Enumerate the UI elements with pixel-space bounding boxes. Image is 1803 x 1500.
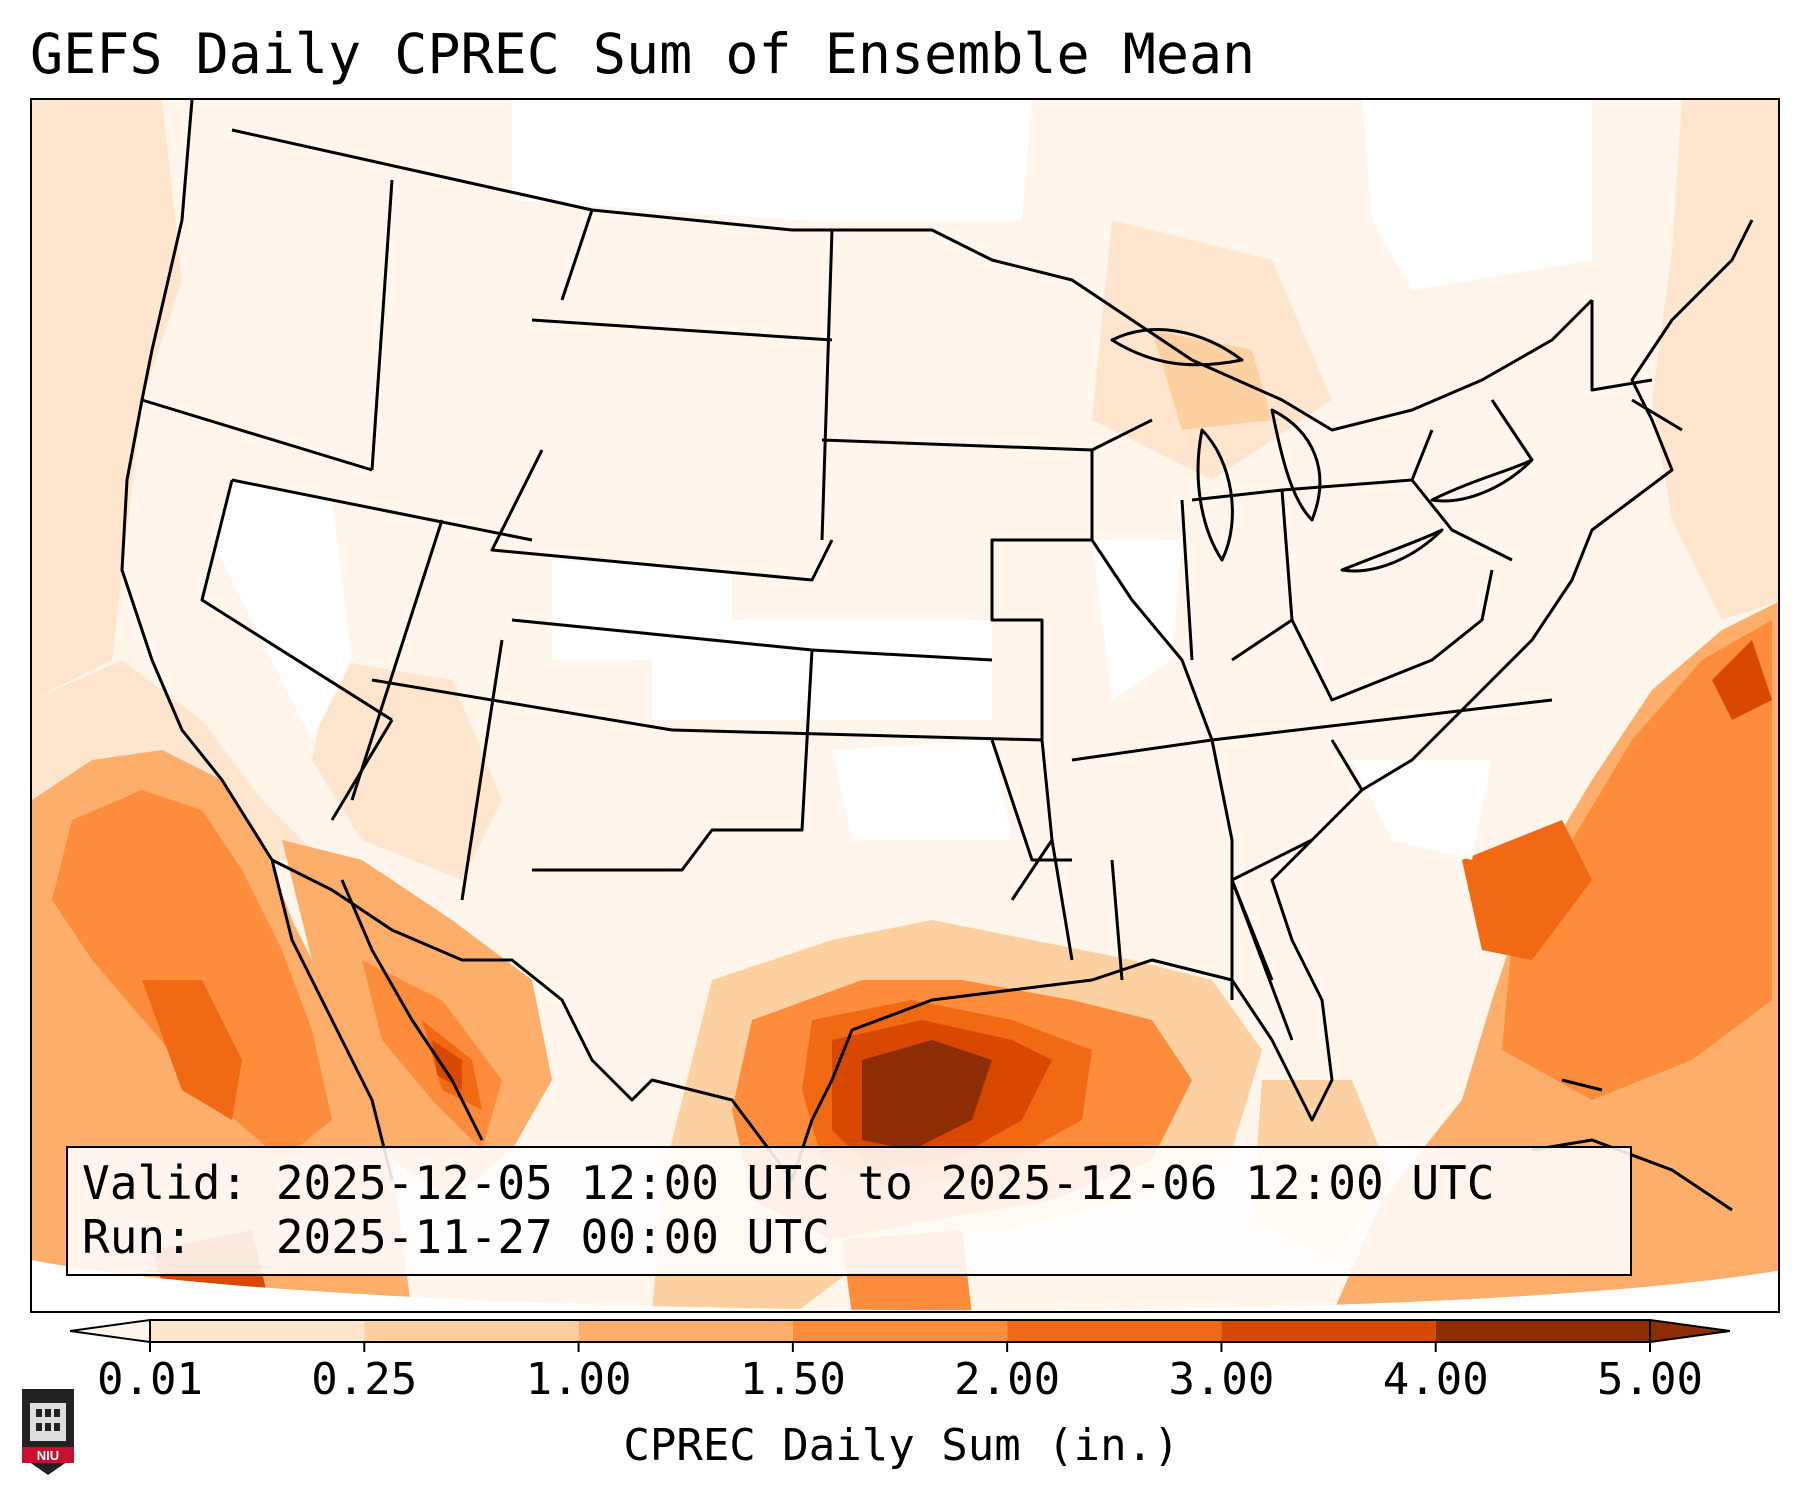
colorbar-segment — [1221, 1320, 1436, 1342]
colorbar-segment — [364, 1320, 579, 1342]
precip-shading — [32, 100, 1778, 1311]
colorbar-extend-low — [70, 1318, 151, 1344]
colorbar — [70, 1318, 1730, 1352]
precipitation-map — [30, 98, 1780, 1313]
valid-time-text: Valid: 2025-12-05 12:00 UTC to 2025-12-0… — [82, 1156, 1495, 1210]
colorbar-segment — [150, 1320, 365, 1342]
colorbar-tick-label: 0.01 — [97, 1354, 203, 1405]
colorbar-tick-label: 3.00 — [1168, 1354, 1275, 1405]
svg-text:NIU: NIU — [37, 1448, 59, 1463]
map-title: GEFS Daily CPREC Sum of Ensemble Mean — [30, 22, 1256, 86]
colorbar-segments — [70, 1318, 1730, 1344]
colorbar-tick-label: 0.25 — [311, 1354, 418, 1405]
boundaries — [120, 100, 1754, 1212]
run-time-text: Run: 2025-11-27 00:00 UTC — [82, 1210, 830, 1264]
colorbar-label: CPREC Daily Sum (in.) — [623, 1420, 1180, 1471]
colorbar-border — [149, 1319, 1651, 1343]
colorbar-segment — [578, 1320, 793, 1342]
colorbar-tick-label: 1.00 — [525, 1354, 632, 1405]
colorbar-tick-label: 5.00 — [1597, 1354, 1703, 1405]
colorbar-tick-label: 1.50 — [739, 1354, 846, 1405]
colorbar-tick-label: 2.00 — [954, 1354, 1061, 1405]
validity-info-box: Valid: 2025-12-05 12:00 UTC to 2025-12-0… — [66, 1146, 1632, 1276]
niu-logo: NIU — [22, 1389, 74, 1475]
colorbar-segment — [1007, 1320, 1222, 1342]
colorbar-extend-high — [1649, 1318, 1730, 1344]
colorbar-tick-label: 4.00 — [1382, 1354, 1489, 1405]
projection-edge-mask — [32, 1260, 1778, 1311]
colorbar-segment — [792, 1320, 1008, 1342]
colorbar-ticks — [149, 1342, 1651, 1352]
colorbar-segment — [1435, 1320, 1650, 1342]
